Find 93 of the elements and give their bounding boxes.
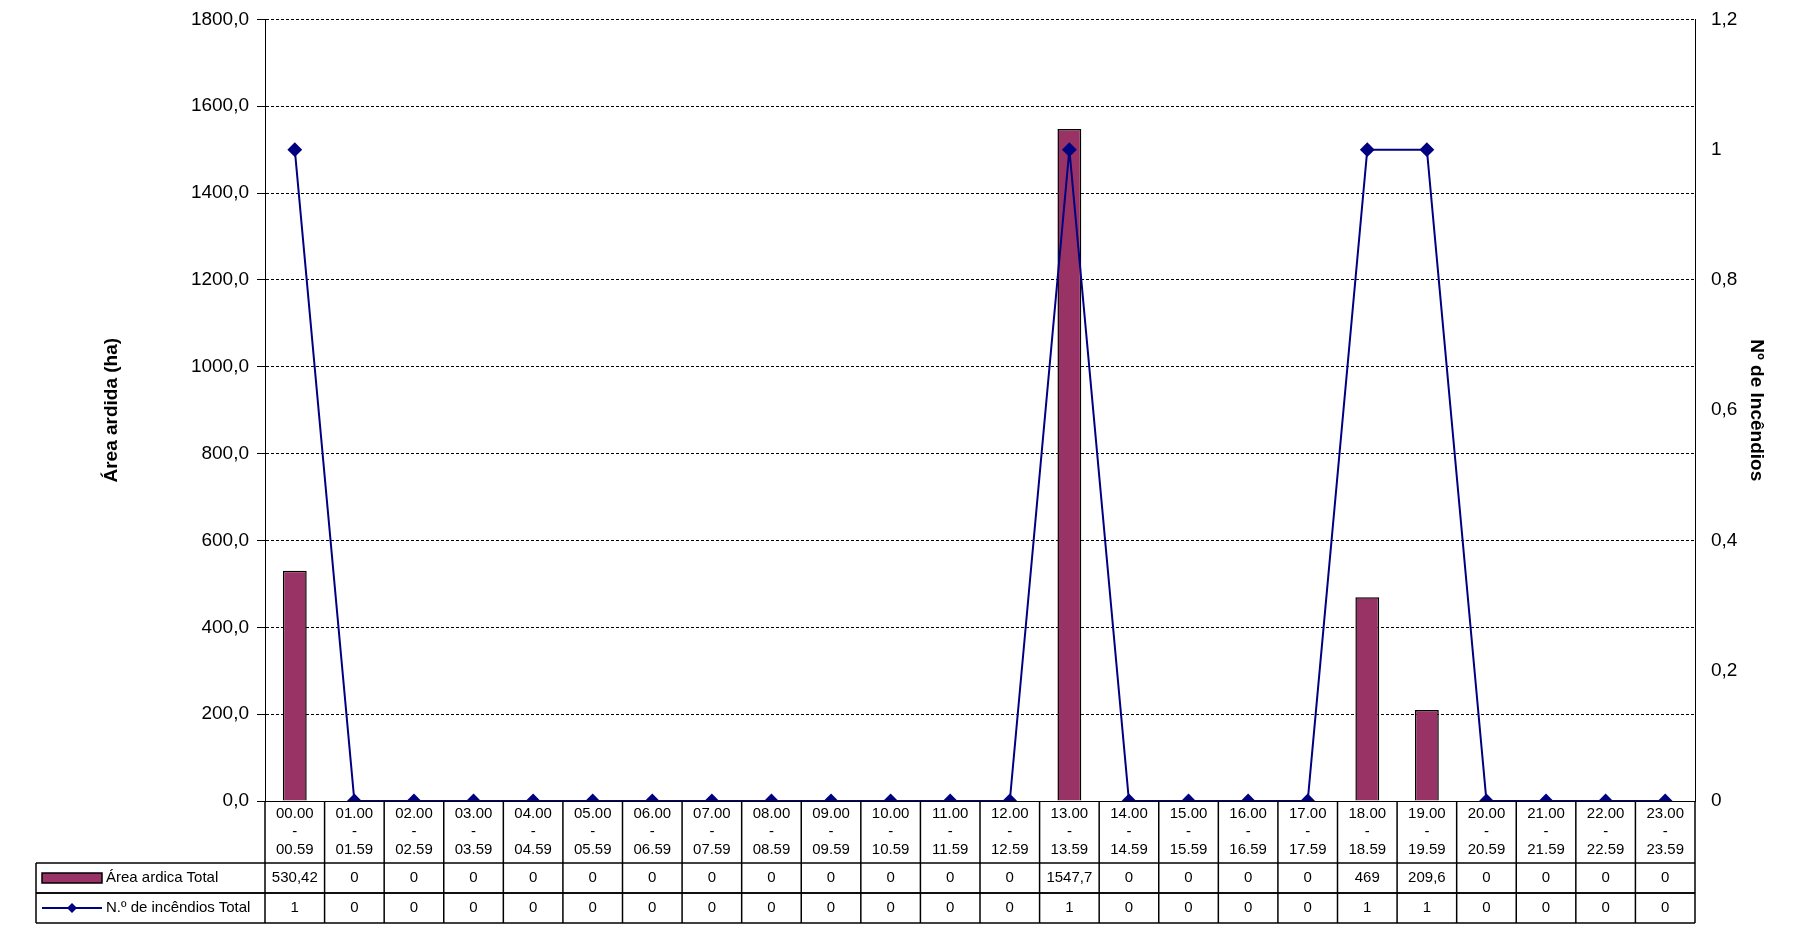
x-tick-label: 04.00 - 04.59 [514,804,552,858]
y-tick-label: 0,0 [222,789,249,811]
y-tick-label: 1600,0 [190,94,249,116]
y-tick-label: 800,0 [201,441,249,463]
data-label: 0 [707,898,717,916]
data-label: 0 [588,898,597,916]
data-label: 0 [826,898,836,916]
y-tick-label: 1800,0 [190,7,249,29]
data-label: 0 [1661,898,1670,916]
data-label: 0 [1124,868,1134,886]
data-label: 0 [1303,898,1312,916]
data-label: 1 [1065,898,1074,916]
x-tick-label: 22.00 - 22.59 [1586,804,1625,858]
data-label: 0 [588,868,597,886]
data-label: 0 [1243,898,1253,916]
x-tick-label: 13.00 - 13.59 [1050,804,1089,858]
data-label: 0 [767,898,776,916]
data-label: 0 [1005,898,1014,916]
x-tick-label: 12.00 - 12.59 [991,804,1029,858]
data-label: 0 [1601,868,1610,886]
y-tick-label: 1400,0 [190,181,249,203]
x-tick-label: 17.00 - 17.59 [1288,804,1327,858]
data-label: 0 [886,898,895,916]
data-label: 0 [1303,868,1312,886]
x-tick-label: 14.00 - 14.59 [1110,804,1148,858]
y-tick-label: 600,0 [201,528,249,550]
legend-label: Área ardica Total [106,868,219,886]
data-label: 0 [826,868,836,886]
y2-tick-label: 0,4 [1711,528,1738,550]
data-label: 1 [1422,898,1432,916]
x-tick-label: 11.00 - 11.59 [931,804,969,858]
data-label: 0 [1124,898,1134,916]
data-label: 0 [528,898,538,916]
data-label: 0 [409,898,419,916]
data-label: 0 [1005,868,1014,886]
data-label: 530,42 [271,868,318,886]
x-tick-label: 05.00 - 05.59 [573,804,612,858]
x-tick-label: 20.00 - 20.59 [1467,804,1506,858]
y-axis-title: Área ardida (ha) [99,337,121,483]
data-label: 0 [946,868,955,886]
data-label: 0 [528,868,538,886]
data-label: 0 [1661,868,1670,886]
data-label: 0 [1541,898,1551,916]
data-label: 0 [1184,868,1193,886]
data-label: 0 [1601,898,1610,916]
y2-axis-title: Nº de Incêndios [1747,339,1769,482]
legend-label: N.º de incêndios Total [106,898,251,916]
data-label: 0 [350,868,359,886]
data-label: 0 [1541,868,1551,886]
data-label: 0 [469,898,478,916]
data-label: 469 [1354,868,1380,886]
y2-tick-label: 1 [1711,137,1722,159]
x-tick-label: 08.00 - 08.59 [752,804,791,858]
x-tick-label: 19.00 - 19.59 [1408,804,1446,858]
data-label: 0 [409,868,419,886]
y2-tick-label: 0 [1711,789,1722,811]
data-label: 0 [648,898,657,916]
x-tick-label: 09.00 - 09.59 [812,804,850,858]
y2-tick-label: 1,2 [1711,7,1738,29]
x-tick-label: 10.00 - 10.59 [871,804,910,858]
x-tick-label: 15.00 - 15.59 [1169,804,1208,858]
data-label: 1 [1363,898,1372,916]
x-tick-label: 23.00 - 23.59 [1646,804,1684,858]
y2-tick-label: 0,2 [1711,658,1738,680]
data-label: 0 [469,868,478,886]
data-label: 0 [946,898,955,916]
data-label: 0 [1482,868,1491,886]
x-tick-label: 01.00 - 01.59 [335,804,374,858]
data-label: 0 [1184,898,1193,916]
data-label: 0 [648,868,657,886]
x-tick-label: 21.00 - 21.59 [1527,804,1565,858]
y2-tick-label: 0,6 [1711,398,1738,420]
y-tick-label: 400,0 [201,615,249,637]
y2-tick-label: 0,8 [1711,268,1738,290]
x-tick-label: 06.00 - 06.59 [633,804,672,858]
data-label: 209,6 [1408,868,1446,886]
data-label: 1547,7 [1046,868,1093,886]
y-tick-label: 200,0 [201,702,249,724]
x-tick-label: 16.00 - 16.59 [1229,804,1267,858]
x-tick-label: 07.00 - 07.59 [693,804,731,858]
x-tick-label: 02.00 - 02.59 [395,804,433,858]
data-label: 1 [290,898,299,916]
x-tick-label: 03.00 - 03.59 [454,804,493,858]
data-label: 0 [886,868,895,886]
data-label: 0 [1243,868,1253,886]
data-label: 0 [350,898,359,916]
x-tick-label: 00.00 - 00.59 [276,804,314,858]
data-label: 0 [707,868,717,886]
data-label: 0 [1482,898,1491,916]
data-label: 0 [767,868,776,886]
y-tick-label: 1200,0 [190,268,249,290]
y-tick-label: 1000,0 [190,355,249,377]
x-tick-label: 18.00 - 18.59 [1348,804,1387,858]
